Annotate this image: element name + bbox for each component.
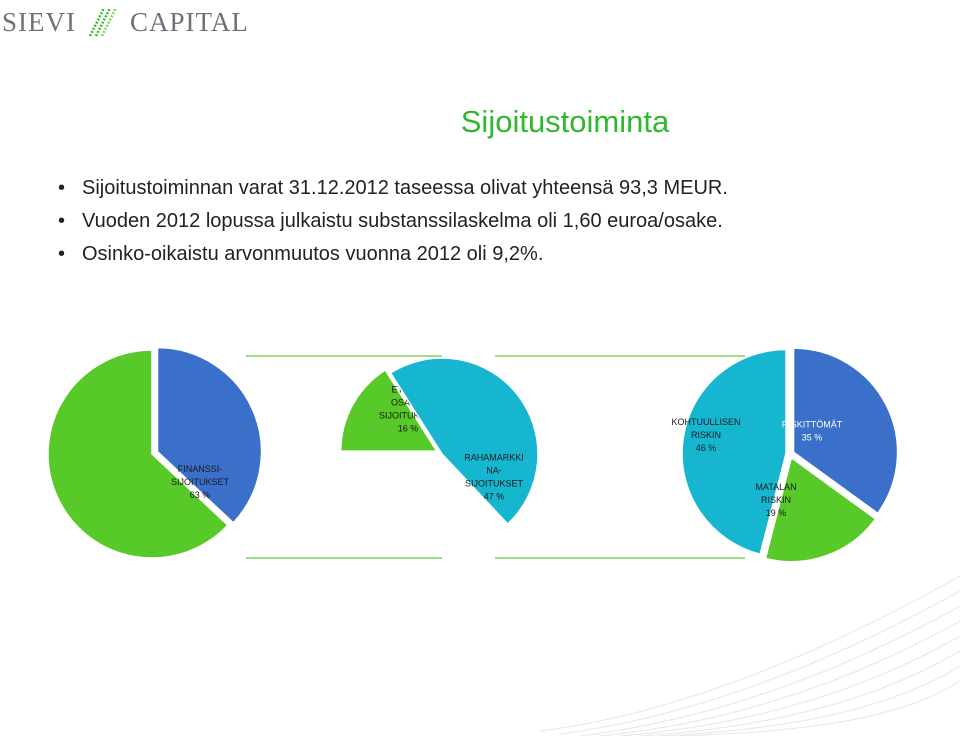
pie-chart-3: KOHTUULLISEN RISKIN 46 % RISKITTÖMÄT 35 % MAT… xyxy=(671,347,899,563)
slice-label: FINANSSI-SIJOITUKSET 63 % xyxy=(171,464,230,500)
slice-label: RAHAMARKKI NA-SIJOITUKSET 47 % xyxy=(464,453,524,502)
bullet-item: Sijoitustoiminnan varat 31.12.2012 tasee… xyxy=(58,172,728,205)
slice-label: MATALAN RISKIN 19 % xyxy=(755,482,796,518)
pie-charts: PÄÄOMA-SIJOITUKSET37 %FINANSSI-SIJOITUKS… xyxy=(47,346,899,563)
pie-slice xyxy=(156,346,263,524)
connector-lines xyxy=(246,355,745,559)
pie-slice xyxy=(47,349,229,559)
company-logo: SIEVI CAPITAL xyxy=(2,6,249,38)
pie-slice xyxy=(792,347,899,515)
logo-text-left: SIEVI xyxy=(2,6,76,37)
pie-slice xyxy=(681,348,787,556)
logo-text-right: CAPITAL xyxy=(130,6,249,37)
sievi-capital-logo-icon xyxy=(88,7,118,37)
slice-label: RISKITTÖMÄT 35 % xyxy=(782,420,843,443)
pie-chart-1: PÄÄOMA-SIJOITUKSET37 %FINANSSI-SIJOITUKS… xyxy=(47,346,263,559)
bullet-list: Sijoitustoiminnan varat 31.12.2012 tasee… xyxy=(58,172,728,271)
decorative-wave-lines xyxy=(540,575,960,736)
pie-slice xyxy=(339,369,439,452)
pie-slice xyxy=(764,456,877,563)
bullet-item: Osinko-oikaistu arvonmuutos vuonna 2012 … xyxy=(58,238,728,271)
bullet-item: Vuoden 2012 lopussa julkaistu substanssi… xyxy=(58,205,728,238)
pie-slice xyxy=(389,357,539,526)
slice-label: KOHTUULLISEN RISKIN 46 % xyxy=(671,417,740,453)
page-title: Sijoitustoiminta xyxy=(460,104,670,139)
